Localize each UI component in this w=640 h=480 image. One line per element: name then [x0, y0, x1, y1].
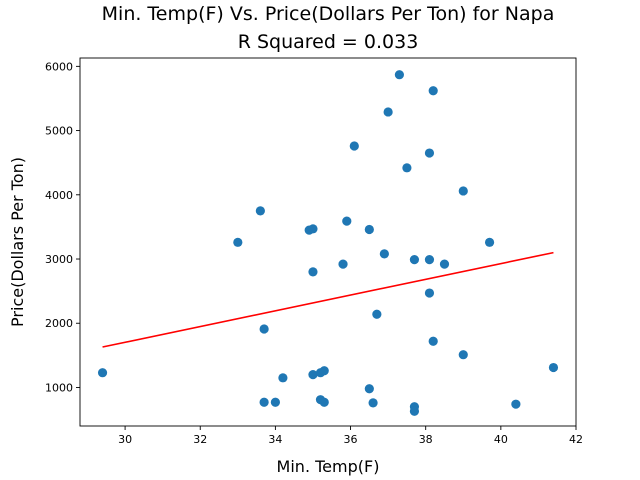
plot-area: 30 32 34 36 38 40 42 1000 2000 3000 4000 5000 6000	[45, 57, 583, 446]
data-point	[379, 249, 389, 259]
chart-subtitle: R Squared = 0.033	[238, 31, 419, 53]
data-point	[402, 163, 412, 173]
data-point	[270, 397, 280, 407]
data-point	[511, 399, 521, 409]
data-point	[278, 373, 288, 383]
data-point	[338, 259, 348, 269]
x-tick-label: 34	[268, 433, 282, 446]
data-point	[364, 384, 374, 394]
x-axis-label: Min. Temp(F)	[277, 457, 380, 476]
data-point	[458, 186, 468, 196]
data-point	[424, 255, 435, 265]
data-point	[364, 224, 374, 235]
data-point	[368, 398, 378, 408]
data-point	[428, 86, 438, 96]
data-point	[259, 324, 269, 334]
data-point	[458, 350, 468, 360]
data-point	[342, 216, 352, 226]
data-point	[548, 362, 559, 373]
data-point	[409, 406, 420, 416]
data-point	[383, 107, 393, 117]
data-point	[308, 224, 318, 234]
x-tick-label: 38	[419, 433, 433, 446]
data-point	[484, 237, 495, 247]
data-point	[424, 148, 435, 158]
data-point	[424, 288, 435, 298]
x-tick-label: 36	[344, 433, 358, 446]
regression-line	[102, 251, 554, 348]
y-tick-label: 5000	[45, 125, 73, 138]
data-point	[319, 366, 329, 376]
y-tick-label: 2000	[45, 317, 73, 330]
y-tick-label: 6000	[45, 60, 73, 73]
data-point	[409, 255, 420, 265]
y-tick-label: 1000	[45, 381, 73, 394]
data-point	[97, 368, 108, 378]
data-point	[308, 267, 318, 277]
x-tick-label: 32	[193, 433, 207, 446]
data-point	[428, 336, 438, 346]
y-tick-label: 3000	[45, 253, 73, 266]
data-point	[233, 237, 243, 247]
data-point	[319, 397, 329, 407]
data-point	[349, 141, 359, 151]
axes-frame	[79, 57, 577, 427]
chart-title: Min. Temp(F) Vs. Price(Dollars Per Ton) …	[102, 3, 555, 25]
x-tick-label: 30	[118, 433, 132, 446]
data-point	[372, 309, 382, 319]
data-point	[259, 397, 269, 407]
x-tick-label: 40	[494, 433, 508, 446]
y-axis-label: Price(Dollars Per Ton)	[8, 157, 27, 327]
data-point	[255, 206, 265, 216]
x-tick-label: 42	[569, 433, 583, 446]
data-point	[394, 70, 404, 80]
data-point	[439, 259, 450, 269]
y-tick-label: 4000	[45, 189, 73, 202]
data-point	[308, 370, 318, 380]
